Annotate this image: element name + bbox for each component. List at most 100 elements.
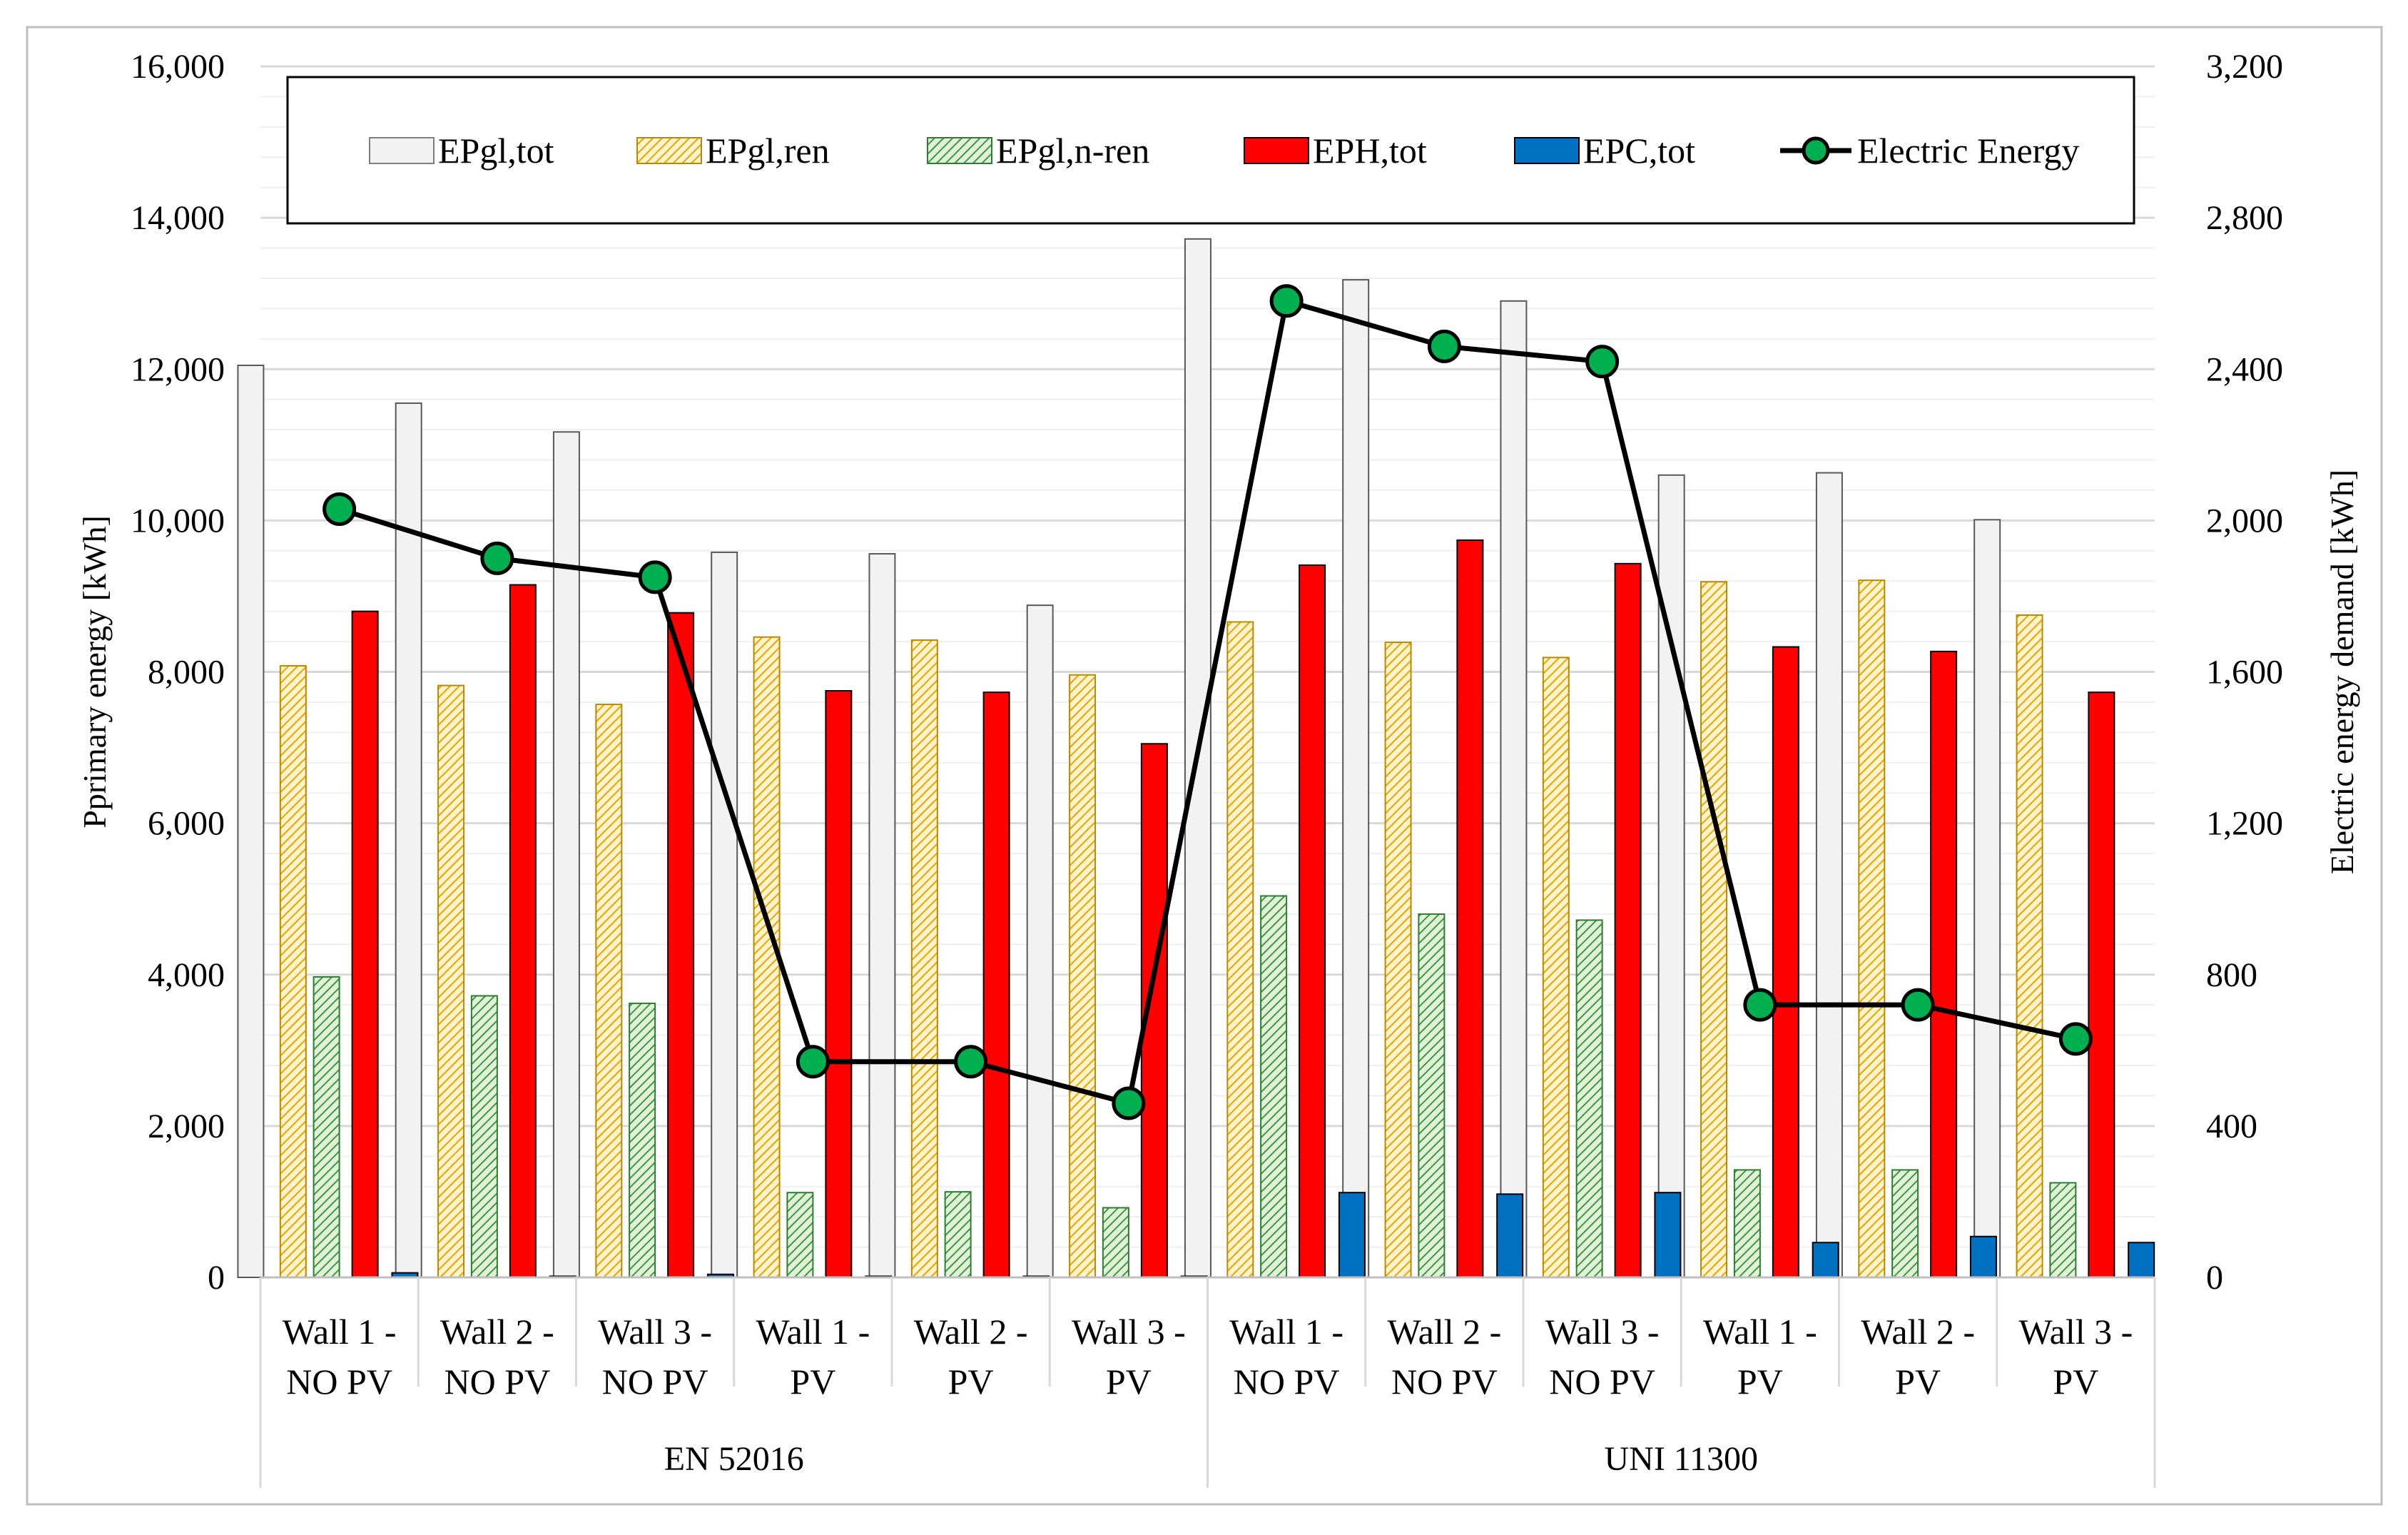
legend-swatch-electric-energy-marker bbox=[1802, 136, 1830, 165]
electric-energy-point bbox=[1743, 988, 1777, 1022]
group-label: EN 52016 bbox=[664, 1440, 804, 1478]
electric-energy-point bbox=[954, 1045, 988, 1079]
bar-epgl-ren bbox=[1069, 674, 1097, 1278]
electric-energy-point bbox=[1112, 1086, 1146, 1120]
bar-eph-tot bbox=[1930, 650, 1958, 1278]
bar-eph-tot bbox=[1456, 539, 1484, 1278]
bar-eph-tot bbox=[825, 690, 853, 1278]
bar-epc-tot bbox=[1654, 1192, 1682, 1278]
bar-epgl-ren bbox=[753, 636, 781, 1278]
electric-energy-point bbox=[638, 560, 672, 594]
bar-eph-tot bbox=[351, 610, 379, 1278]
y2-tick-label: 1,600 bbox=[2206, 654, 2283, 691]
bar-epgl-tot bbox=[711, 551, 738, 1278]
bar-epc-tot bbox=[1812, 1242, 1839, 1279]
y2-tick-label: 400 bbox=[2206, 1108, 2257, 1145]
legend-swatch-epgl-ren bbox=[636, 137, 702, 164]
category-label-line2: NO PV bbox=[1391, 1362, 1498, 1402]
category-label-line1: Wall 1 - bbox=[283, 1312, 397, 1352]
electric-energy-line bbox=[338, 298, 2077, 1106]
bar-eph-tot bbox=[1614, 562, 1642, 1278]
bar-epc-tot bbox=[1969, 1235, 1997, 1278]
category-label-line2: NO PV bbox=[602, 1362, 708, 1402]
y-tick-label: 6,000 bbox=[148, 805, 225, 843]
bar-epgl-tot bbox=[1657, 474, 1685, 1278]
category-label-line2: PV bbox=[1895, 1362, 1941, 1402]
electric-energy-point bbox=[2058, 1022, 2093, 1056]
bar-eph-tot bbox=[1299, 564, 1326, 1278]
y2-tick-label: 2,000 bbox=[2206, 502, 2283, 539]
y-tick-label: 12,000 bbox=[131, 350, 225, 388]
category-label-line2: NO PV bbox=[286, 1362, 392, 1402]
y-tick-label: 0 bbox=[208, 1259, 225, 1297]
bar-epgl-tot bbox=[237, 364, 265, 1278]
category-label-line1: Wall 2 - bbox=[914, 1312, 1028, 1352]
y2-tick-label: 0 bbox=[2206, 1259, 2223, 1297]
y-tick-label: 8,000 bbox=[148, 654, 225, 691]
category-label-line1: Wall 3 - bbox=[1545, 1312, 1660, 1352]
bar-epgl-n-ren bbox=[944, 1191, 972, 1279]
bar-epgl-ren bbox=[437, 684, 465, 1278]
bar-epgl-tot bbox=[1500, 300, 1528, 1279]
legend-label-eph-tot: EPH,tot bbox=[1313, 131, 1427, 171]
legend-swatch-eph-tot bbox=[1244, 137, 1309, 164]
electric-energy-point bbox=[1901, 988, 1935, 1022]
electric-energy-point bbox=[1585, 345, 1620, 379]
bar-epgl-n-ren bbox=[1575, 919, 1603, 1278]
category-label-line2: PV bbox=[948, 1362, 994, 1402]
bar-epgl-ren bbox=[279, 665, 307, 1278]
bar-epgl-ren bbox=[595, 704, 623, 1278]
bar-epgl-n-ren bbox=[1733, 1169, 1761, 1278]
category-label-line2: NO PV bbox=[444, 1362, 551, 1402]
bar-eph-tot bbox=[2088, 691, 2115, 1278]
figure-border bbox=[26, 26, 2383, 1506]
bar-eph-tot bbox=[509, 584, 537, 1278]
bar-epgl-ren bbox=[1384, 642, 1412, 1278]
category-label-line2: NO PV bbox=[1234, 1362, 1340, 1402]
bar-epgl-n-ren bbox=[1102, 1207, 1129, 1278]
bar-epgl-tot bbox=[1342, 279, 1370, 1279]
y2-axis-title: Electric energy demand [kWh] bbox=[2324, 470, 2360, 875]
bar-epgl-ren bbox=[1226, 621, 1254, 1278]
y-tick-label: 14,000 bbox=[131, 199, 225, 237]
category-label-line2: PV bbox=[790, 1362, 835, 1402]
category-label-line1: Wall 3 - bbox=[598, 1312, 712, 1352]
legend-label-epc-tot: EPC,tot bbox=[1583, 131, 1695, 171]
category-label-line2: PV bbox=[2053, 1362, 2098, 1402]
category-label-line2: NO PV bbox=[1549, 1362, 1655, 1402]
bar-epgl-tot bbox=[1815, 472, 1843, 1278]
y-tick-label: 10,000 bbox=[131, 502, 225, 539]
bar-epgl-tot bbox=[1026, 604, 1054, 1278]
category-label-line1: Wall 2 - bbox=[440, 1312, 554, 1352]
bar-epgl-tot bbox=[395, 402, 422, 1278]
bar-epgl-tot bbox=[1973, 519, 2001, 1279]
bar-eph-tot bbox=[982, 691, 1010, 1278]
bar-epgl-ren bbox=[1542, 657, 1570, 1278]
category-label-line1: Wall 2 - bbox=[1861, 1312, 1975, 1352]
electric-energy-point bbox=[796, 1045, 830, 1079]
y2-tick-label: 1,200 bbox=[2206, 805, 2283, 843]
y-axis-title: Pprimary energy [kWh] bbox=[76, 515, 113, 829]
legend-swatch-epc-tot bbox=[1514, 137, 1580, 164]
bar-epgl-ren bbox=[2016, 614, 2043, 1278]
bar-eph-tot bbox=[1772, 646, 1799, 1278]
electric-energy-point bbox=[480, 541, 514, 575]
y2-tick-label: 2,800 bbox=[2206, 199, 2283, 237]
bar-epc-tot bbox=[2128, 1242, 2155, 1279]
y2-tick-label: 3,200 bbox=[2206, 48, 2283, 86]
category-label-line1: Wall 3 - bbox=[2018, 1312, 2133, 1352]
bar-epc-tot bbox=[1496, 1193, 1524, 1279]
bar-epgl-n-ren bbox=[629, 1003, 656, 1278]
bar-epgl-n-ren bbox=[1260, 895, 1288, 1278]
category-label-line1: Wall 1 - bbox=[1229, 1312, 1343, 1352]
bar-epgl-tot bbox=[868, 553, 896, 1278]
legend-label-epgl-n-ren: EPgl,n-ren bbox=[996, 131, 1149, 171]
category-label-line2: PV bbox=[1737, 1362, 1783, 1402]
bar-epgl-n-ren bbox=[313, 976, 340, 1278]
bar-epc-tot bbox=[1338, 1192, 1366, 1278]
category-label-line2: PV bbox=[1106, 1362, 1152, 1402]
bar-epgl-n-ren bbox=[1418, 913, 1446, 1279]
bar-epgl-ren bbox=[1858, 579, 1886, 1278]
